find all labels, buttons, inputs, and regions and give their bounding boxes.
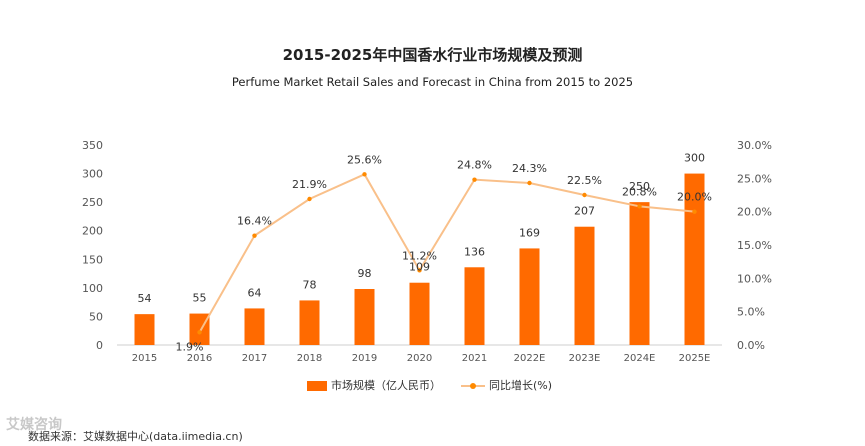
growth-value-label: 16.4%	[237, 215, 272, 228]
growth-point	[197, 330, 202, 335]
bar	[354, 289, 375, 345]
x-tick-label: 2023E	[569, 353, 601, 364]
bar-series	[134, 173, 705, 345]
growth-value-label: 1.9%	[176, 340, 204, 353]
bar	[244, 308, 265, 345]
legend-swatch-line	[461, 381, 485, 391]
x-tick-label: 2020	[407, 353, 432, 364]
bar-value-label: 78	[303, 278, 317, 291]
y-right-tick-label: 10.0%	[737, 272, 772, 285]
line-series	[197, 172, 697, 335]
growth-point	[527, 180, 532, 186]
y-left-tick-label: 0	[96, 339, 103, 352]
y-left-tick-label: 150	[82, 253, 103, 266]
y-left-tick-label: 200	[82, 225, 103, 238]
bar-value-label: 300	[684, 152, 705, 165]
growth-value-label: 25.6%	[347, 153, 382, 166]
bar	[299, 300, 320, 345]
chart-subtitle: Perfume Market Retail Sales and Forecast…	[231, 75, 634, 89]
x-tick-label: 2017	[242, 353, 267, 364]
data-labels: 54 55 64 78 98 109 136 169 207 250 300 1.9% 16.4% 21.…	[138, 152, 712, 354]
x-tick-label: 2022E	[514, 353, 546, 364]
watermark-logo: 艾媒咨询	[6, 417, 62, 433]
y-right-tick-label: 5.0%	[737, 306, 765, 319]
x-tick-label: 2015	[132, 353, 157, 364]
growth-point	[472, 177, 477, 182]
y-right-tick-label: 0.0%	[737, 339, 765, 352]
y-left-tick-label: 250	[82, 196, 103, 209]
chart-title: 2015-2025年中国香水行业市场规模及预测	[282, 46, 583, 64]
growth-point	[307, 196, 312, 202]
chart-legend: 市场规模（亿人民币） 同比增长(%)	[0, 378, 865, 396]
y-left-tick-label: 100	[82, 282, 103, 295]
growth-value-label: 20.0%	[677, 191, 712, 204]
growth-point	[692, 209, 697, 214]
bar	[464, 267, 485, 345]
growth-point	[417, 268, 422, 273]
bar	[574, 226, 595, 345]
y-left-tick-label: 50	[89, 310, 103, 323]
growth-point	[362, 172, 367, 177]
growth-value-label: 24.8%	[457, 159, 492, 172]
bar	[629, 202, 650, 345]
y-right-tick-label: 20.0%	[737, 206, 772, 219]
bar	[519, 248, 540, 345]
x-tick-label: 2021	[462, 353, 487, 364]
bar-value-label: 109	[409, 261, 430, 274]
bar-value-label: 54	[138, 292, 152, 305]
y-right-tick-label: 25.0%	[737, 172, 772, 185]
legend-swatch-bar	[307, 381, 327, 391]
growth-point	[637, 204, 642, 209]
bar	[684, 173, 705, 345]
y-right-tick-label: 15.0%	[737, 239, 772, 252]
growth-point	[252, 233, 257, 238]
bar	[134, 314, 155, 345]
growth-value-label: 24.3%	[512, 162, 547, 175]
x-tick-label: 2025E	[679, 353, 711, 364]
growth-value-label: 22.5%	[567, 174, 602, 187]
growth-value-label: 21.9%	[292, 178, 327, 191]
legend-label-market-size: 市场规模（亿人民币）	[331, 379, 441, 392]
y-left-tick-label: 300	[82, 168, 103, 181]
x-tick-label: 2016	[187, 353, 212, 364]
growth-line	[198, 173, 695, 333]
x-tick-label: 2019	[352, 353, 377, 364]
growth-point	[582, 192, 587, 198]
legend-item-market-size: 市场规模（亿人民币）	[307, 378, 441, 394]
y-left-tick-label: 350	[82, 139, 103, 152]
growth-value-label: 20.8%	[622, 185, 657, 198]
x-tick-label: 2018	[297, 353, 322, 364]
y-right-tick-label: 30.0%	[737, 139, 772, 152]
bar-value-label: 207	[574, 205, 595, 218]
growth-value-label: 11.2%	[402, 249, 437, 262]
bar-value-label: 169	[519, 226, 540, 239]
source-note: 数据来源：艾媒数据中心(data.iimedia.cn)	[28, 430, 243, 443]
legend-label-growth: 同比增长(%)	[489, 379, 553, 392]
bar-value-label: 98	[358, 267, 372, 280]
x-tick-label: 2024E	[624, 353, 656, 364]
bar-value-label: 55	[193, 292, 207, 305]
bar-value-label: 136	[464, 245, 485, 258]
legend-item-growth: 同比增长(%)	[461, 378, 552, 394]
bar-value-label: 250	[629, 180, 650, 193]
bar	[189, 313, 210, 345]
chart-axes: 0 50 100 150 200 250 300 350 0.0% 5.0% 10.0% 15.0% 2…	[82, 139, 772, 364]
bar	[409, 282, 430, 345]
bar-value-label: 64	[248, 286, 262, 299]
